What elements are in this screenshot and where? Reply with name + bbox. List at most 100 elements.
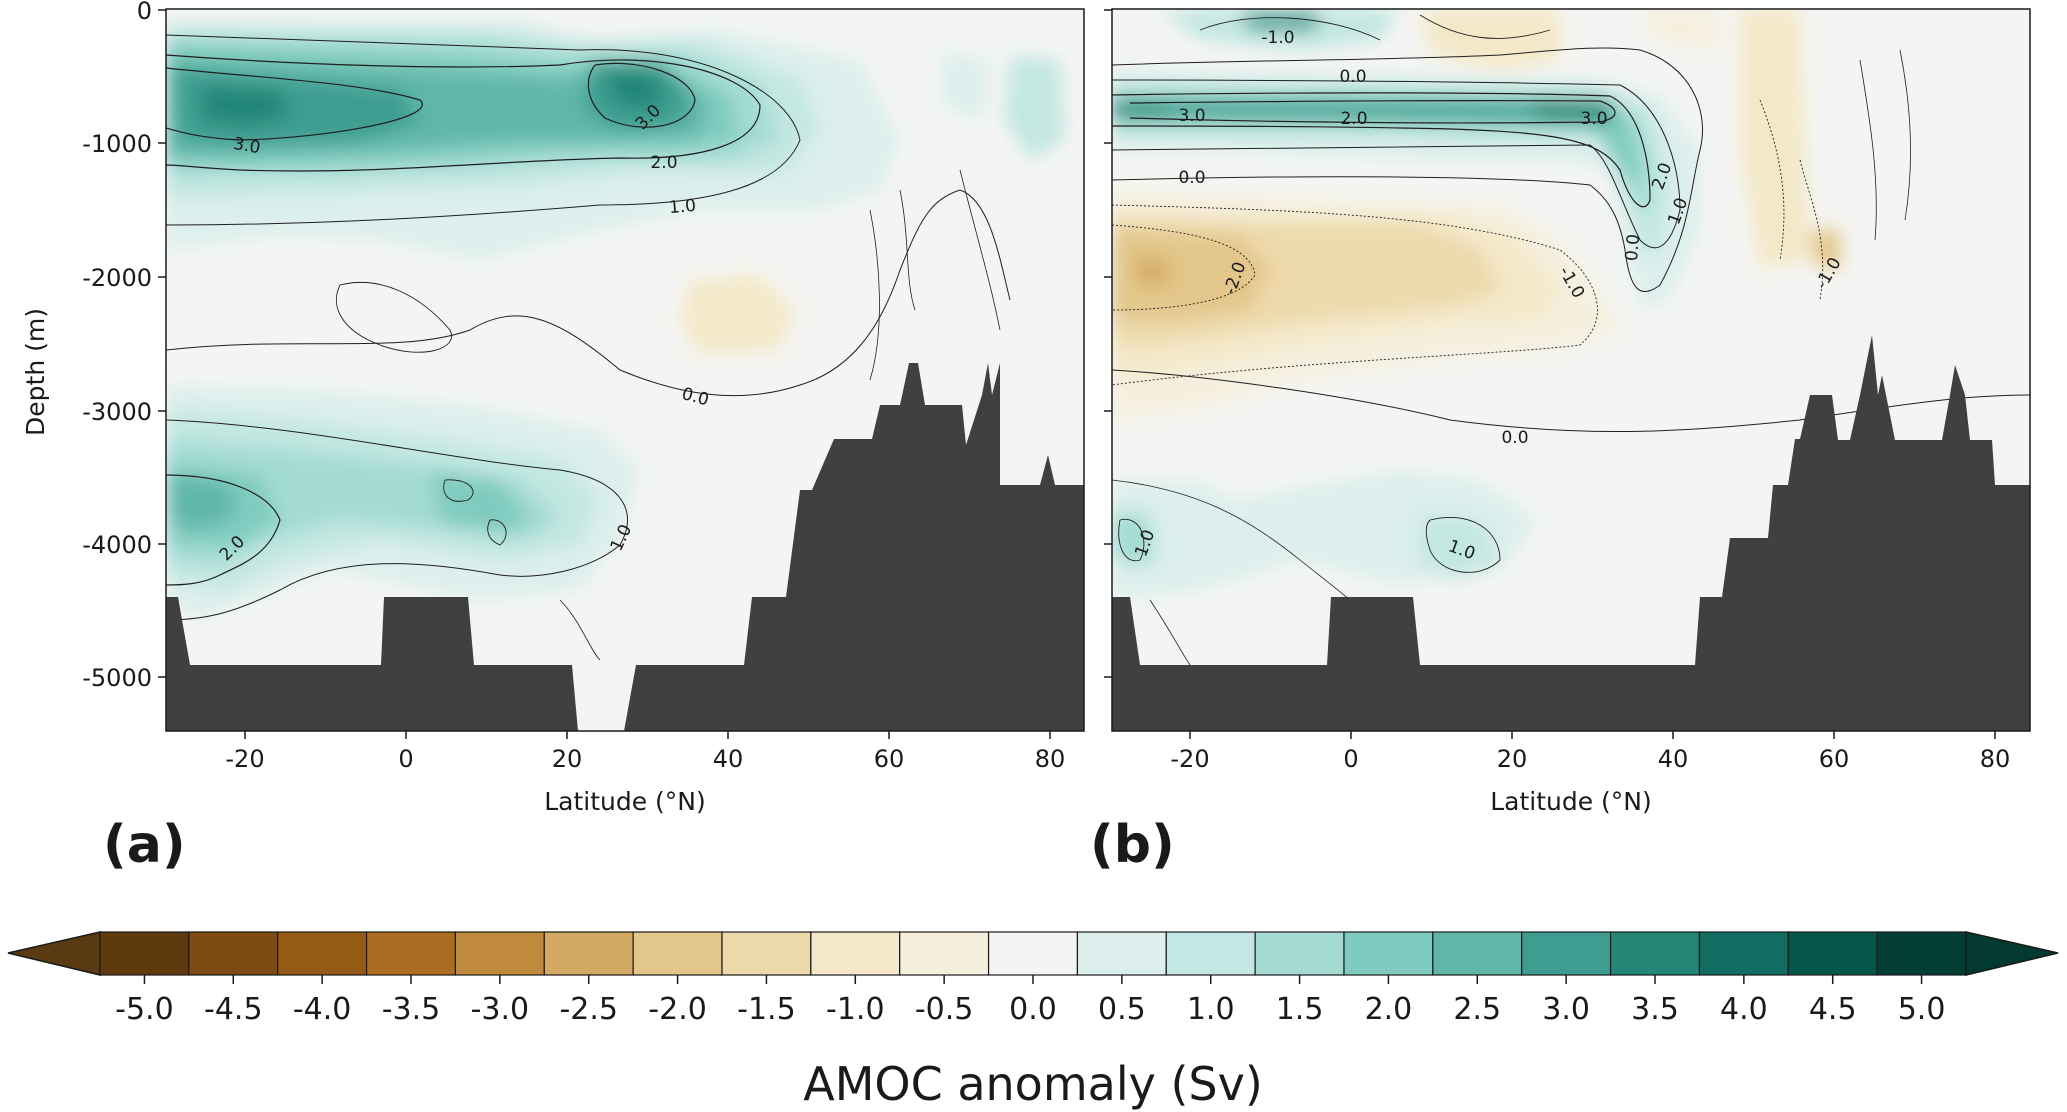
panel-a-contour-2p0-small xyxy=(443,479,474,502)
panel-a-ytick-label: -5000 xyxy=(82,664,152,692)
panel-b-fill-layers xyxy=(1112,9,1840,600)
colorbar-tick-label: -2.0 xyxy=(648,992,707,1027)
colorbar-tick-label: 0.0 xyxy=(1009,992,1057,1027)
panel-b-xtick-label: 0 xyxy=(1343,745,1358,773)
panel-b-contour-surface xyxy=(1199,14,1551,41)
panel-a-clabel-3: 2.0 xyxy=(650,153,677,173)
colorbar-cell xyxy=(1787,931,1878,976)
colorbar-tick-label: 1.5 xyxy=(1276,992,1324,1027)
panel-b-negative-core xyxy=(1135,258,1170,285)
panel-a-ylabel: Depth (m) xyxy=(21,308,50,436)
panel-b-label: (b) xyxy=(1090,815,1175,875)
panel-a-ytick-label: -4000 xyxy=(82,531,152,559)
panel-b-contour-north-squiggles xyxy=(1859,49,1911,241)
colorbar-title: AMOC anomaly (Sv) xyxy=(803,1057,1263,1111)
panel-b-upper-core-east xyxy=(1530,100,1610,120)
colorbar-cell xyxy=(188,931,279,976)
panel-a-plot-area: 3.0 3.0 2.0 1.0 0.0 2.0 1.0 xyxy=(166,9,1084,731)
colorbar-tick-label: -1.0 xyxy=(826,992,885,1027)
panel-b-xtick-label: 40 xyxy=(1658,745,1689,773)
panel-b-frame xyxy=(1111,8,2031,732)
colorbar-tick-label: 5.0 xyxy=(1898,992,1946,1027)
panel-b: -1.0 0.0 3.0 2.0 3.0 0.0 2.0 1.0 0.0 -2.… xyxy=(1090,8,2031,875)
panel-b-xlabel: Latitude (°N) xyxy=(1490,787,1652,816)
panel-a-contour-2p0-small-2 xyxy=(487,519,507,546)
panel-a-contour-1p0-upper xyxy=(166,34,801,226)
colorbar-tick-label: -4.5 xyxy=(204,992,263,1027)
panel-b-land xyxy=(1112,335,2030,731)
panel-b-contour-north-dashed xyxy=(1759,99,1824,301)
panel-b-north-negative-band xyxy=(1740,9,1810,270)
panel-a-xtick-label: 60 xyxy=(874,745,905,773)
colorbar-cell xyxy=(721,931,812,976)
panel-a-xlabel: Latitude (°N) xyxy=(544,787,706,816)
panel-a-label: (a) xyxy=(103,815,186,875)
panel-b-contour-lines xyxy=(1112,14,2030,666)
colorbar-cell xyxy=(1343,931,1434,976)
panel-a-xtick-label: 0 xyxy=(398,745,413,773)
panel-a-ytick-label: -2000 xyxy=(82,264,152,292)
colorbar-tick-label: -3.0 xyxy=(471,992,530,1027)
colorbar-tick-label: -1.5 xyxy=(737,992,796,1027)
colorbar-cell xyxy=(1432,931,1523,976)
colorbar-tick-label: 3.5 xyxy=(1631,992,1679,1027)
colorbar-tick-label: 1.0 xyxy=(1187,992,1235,1027)
panel-b-xtick-label: -20 xyxy=(1170,745,1209,773)
colorbar-cell xyxy=(1876,931,1967,976)
panel-a-deep-cell-1p5 xyxy=(166,440,560,565)
colorbar-cell xyxy=(1609,931,1701,976)
colorbar-tick-label: -5.0 xyxy=(115,992,174,1027)
colorbar-cell xyxy=(365,931,457,976)
panel-a-xtick-label: 80 xyxy=(1035,745,1066,773)
panel-a-contour-3p0-east xyxy=(587,62,696,128)
panel-b-surface-core xyxy=(1240,12,1320,30)
panel-b-contour-deep-1p0 xyxy=(1425,516,1501,573)
panel-b-surface-negative-2 xyxy=(1640,9,1720,50)
panel-b-y-ticks xyxy=(1104,9,1112,678)
panel-b-clabel-4: 2.0 xyxy=(1340,109,1367,129)
colorbar-cell xyxy=(1165,931,1256,976)
panel-a-contour-2p0-upper xyxy=(166,54,761,172)
panel-a-xtick-label: 20 xyxy=(552,745,583,773)
colorbar-cell xyxy=(454,931,545,976)
colorbar-tick-label: -4.0 xyxy=(293,992,352,1027)
panel-b-clabel-3: 3.0 xyxy=(1178,106,1205,126)
panel-a-clabel-1: 3.0 xyxy=(232,134,262,158)
colorbar-tick-label: -2.5 xyxy=(559,992,618,1027)
panel-a-contour-2p0-deep xyxy=(166,474,281,586)
colorbar-cells xyxy=(99,931,1967,976)
colorbar-cell xyxy=(987,931,1079,976)
panel-b-clabel-2: 0.0 xyxy=(1339,67,1366,87)
colorbar-cell xyxy=(543,931,634,976)
colorbar-cell xyxy=(277,931,368,976)
colorbar-extend-low xyxy=(7,931,101,976)
colorbar-tick-label: 4.5 xyxy=(1809,992,1857,1027)
panel-a-ytick-label: -1000 xyxy=(82,130,152,158)
colorbar-tick-label: -0.5 xyxy=(915,992,974,1027)
panel-a-negative-patch xyxy=(680,275,795,355)
colorbar-ticks: -5.0 -4.5 -4.0 -3.5 -3.0 -2.5 -2.0 -1.5 -1.0 -0.5… xyxy=(115,975,1945,1027)
panel-b-x-ticks: -20 0 20 40 60 80 xyxy=(1170,731,2010,773)
colorbar-tick-label: 3.0 xyxy=(1542,992,1590,1027)
colorbar-tick-label: -3.5 xyxy=(382,992,441,1027)
colorbar-cell xyxy=(1521,931,1612,976)
panel-b-surface-negative xyxy=(1420,9,1560,70)
colorbar-extend-high xyxy=(1965,931,2059,976)
panel-a-upper-core-west xyxy=(200,85,290,125)
panel-a-northern-blob-outer xyxy=(940,50,990,120)
panel-a-frame xyxy=(165,8,1085,732)
panel-a-contour-north-squiggles xyxy=(869,169,1001,381)
panel-a-contour-3p0-west xyxy=(166,67,423,141)
panel-b-plot-area: -1.0 0.0 3.0 2.0 3.0 0.0 2.0 1.0 0.0 -2.… xyxy=(1112,9,2030,731)
panel-b-contour-3p0 xyxy=(1129,100,1616,124)
panel-b-xtick-label: 20 xyxy=(1497,745,1528,773)
colorbar: -5.0 -4.5 -4.0 -3.5 -3.0 -2.5 -2.0 -1.5 -1.0 -0.5… xyxy=(7,931,2059,1111)
panel-a-xtick-label: 40 xyxy=(713,745,744,773)
panel-a-y-ticks: 0 -1000 -2000 -3000 -4000 -5000 xyxy=(82,0,166,692)
panel-b-xtick-label: 80 xyxy=(1980,745,2011,773)
colorbar-tick-label: 2.0 xyxy=(1365,992,1413,1027)
colorbar-cell xyxy=(1254,931,1345,976)
panel-a-land xyxy=(166,363,1084,731)
panel-a-ytick-label: -3000 xyxy=(82,398,152,426)
